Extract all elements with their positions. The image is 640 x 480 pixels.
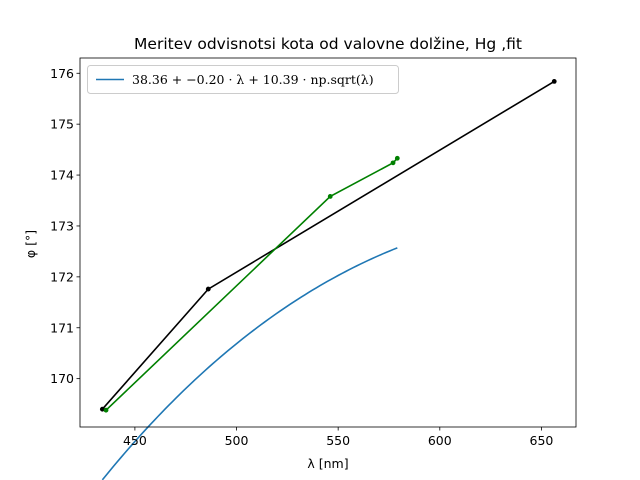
black-point [99,406,105,412]
x-tick-label: 650 [530,433,554,448]
y-tick-label: 175 [50,117,74,132]
x-tick-label: 450 [123,433,147,448]
black-series-line [101,80,555,410]
black-point [551,79,557,84]
fit-line [101,247,398,480]
x-axis-label: λ [nm] [307,456,348,471]
y-axis-label: φ [°] [23,230,38,258]
x-tick-label: 600 [428,433,452,448]
y-tick-label: 174 [50,168,74,183]
y-tick-label: 171 [50,320,74,335]
green-point [103,407,109,413]
y-tick-label: 173 [50,218,74,233]
y-tick-label: 170 [50,371,74,386]
x-tick-label: 550 [326,433,350,448]
ticks: 450 500 550 600 650 170 171 172 173 174 175 176 [50,66,553,448]
legend-label: 38.36 + −0.20 · λ + 10.39 · np.sqrt(λ) [132,72,374,87]
legend: 38.36 + −0.20 · λ + 10.39 · np.sqrt(λ) [87,65,399,94]
x-tick-label: 500 [225,433,249,448]
plot-area [79,57,577,480]
green-point [390,160,396,166]
chart-title: Meritev odvisnotsi kota od valovne dolži… [134,35,522,53]
green-point [327,194,333,199]
black-point [205,286,211,292]
axes-frame [79,57,577,428]
y-tick-label: 172 [50,269,74,284]
y-tick-label: 176 [50,66,74,81]
green-point [394,155,400,161]
legend-box [87,65,399,94]
green-series-line [105,157,398,411]
